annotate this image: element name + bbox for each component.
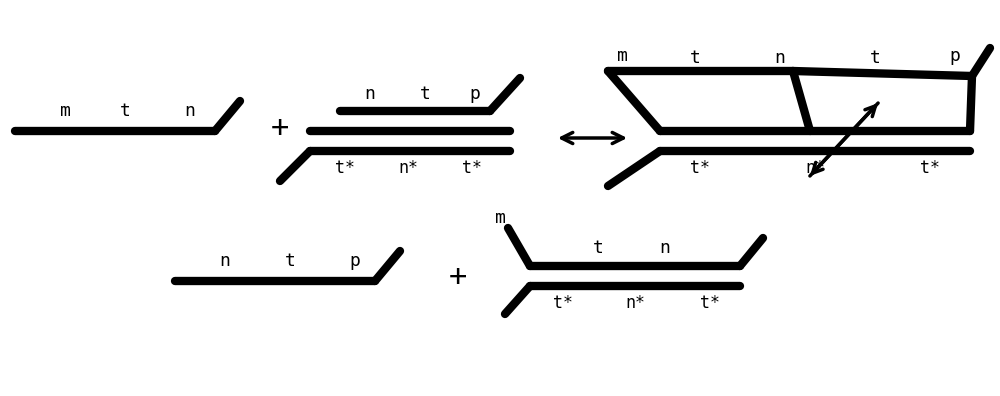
Text: t*: t* <box>920 159 940 177</box>
Text: n: n <box>365 85 375 103</box>
Text: t: t <box>285 252 295 270</box>
Text: t: t <box>420 85 430 103</box>
Text: t: t <box>593 239 603 257</box>
Text: n*: n* <box>398 159 418 177</box>
Text: n: n <box>220 252 230 270</box>
Text: n*: n* <box>805 159 825 177</box>
Text: n: n <box>660 239 670 257</box>
Text: +: + <box>449 263 467 293</box>
Text: t: t <box>120 102 130 120</box>
Text: t*: t* <box>335 159 355 177</box>
Text: m: m <box>60 102 70 120</box>
Text: t: t <box>690 49 700 67</box>
Text: p: p <box>350 252 360 270</box>
Text: n: n <box>185 102 195 120</box>
Text: m: m <box>495 209 505 227</box>
Text: t*: t* <box>700 294 720 312</box>
Text: t: t <box>870 49 880 67</box>
Text: n: n <box>775 49 785 67</box>
Text: m: m <box>617 47 627 65</box>
Text: t*: t* <box>553 294 573 312</box>
Text: t*: t* <box>462 159 482 177</box>
Text: p: p <box>470 85 480 103</box>
Text: +: + <box>271 114 289 143</box>
Text: n*: n* <box>625 294 645 312</box>
Text: t*: t* <box>690 159 710 177</box>
Text: p: p <box>950 47 960 65</box>
